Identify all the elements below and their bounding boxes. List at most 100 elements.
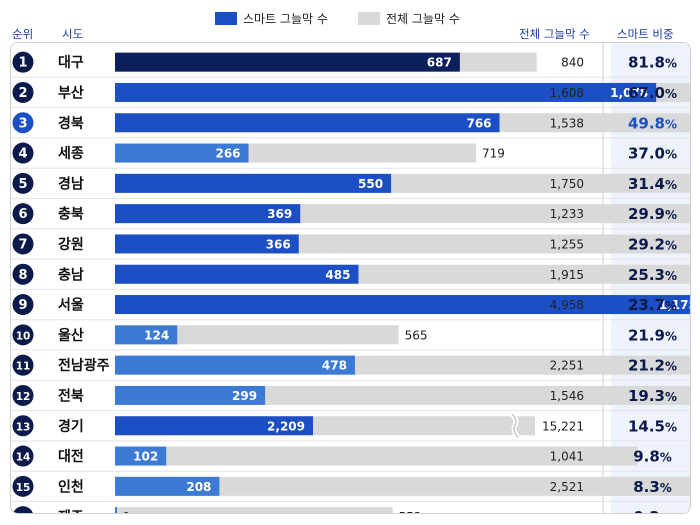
ratio-value: 25.3 [628, 266, 665, 284]
rank-label: 2 [18, 86, 27, 101]
smart-bar [115, 234, 299, 254]
smart-bar [115, 264, 359, 284]
rank-badge [12, 81, 34, 103]
total-bar [115, 507, 393, 513]
ratio-label: 49.8% [628, 114, 677, 132]
smart-value-label: 1,175 [659, 298, 690, 312]
smart-bar [115, 416, 313, 436]
total-value-label: 1,041 [550, 450, 584, 464]
rank-label: 4 [18, 147, 27, 162]
ratio-value: 31.4 [628, 175, 665, 193]
ratio-label: 37.0% [628, 145, 677, 163]
legend-label-total: 전체 그늘막 수 [386, 11, 460, 26]
total-value-label: 719 [482, 147, 505, 161]
region-label: 경남 [58, 175, 84, 192]
ratio-value: 29.2 [628, 235, 665, 253]
ratio-value: 21.2 [628, 357, 665, 375]
smart-value-label: 266 [215, 147, 240, 161]
smart-value-label: 366 [266, 237, 291, 251]
region-label: 부산 [58, 84, 84, 101]
ratio-label: 14.5% [628, 417, 677, 435]
rank-label: 1 [18, 56, 27, 71]
ratio-value: 23.7 [628, 296, 665, 314]
smart-value-label: 369 [267, 207, 292, 221]
ratio-value: 0.2 [633, 508, 660, 513]
region-label: 경북 [58, 115, 84, 132]
ratio-unit: % [665, 208, 677, 222]
legend-swatch-total [358, 11, 380, 25]
ratio-value: 21.9 [628, 326, 665, 344]
ratio-value: 37.0 [628, 145, 665, 163]
rank-badge [12, 112, 34, 134]
ratio-value: 14.5 [628, 417, 665, 435]
ratio-unit: % [665, 360, 677, 374]
region-label: 전북 [58, 387, 84, 404]
total-value-label: 15,221 [542, 419, 584, 433]
rank-badge [12, 233, 34, 255]
smart-value-label: 485 [325, 268, 350, 282]
region-label: 대전 [58, 448, 84, 465]
rank-label: 12 [16, 391, 31, 403]
rank-label: 5 [18, 177, 27, 192]
ratio-unit: % [665, 299, 677, 313]
total-value-label: 840 [561, 56, 584, 70]
legend: 스마트 그늘막 수 전체 그늘막 수 [0, 8, 700, 28]
smart-value-label: 478 [322, 359, 347, 373]
rank-label: 7 [18, 237, 27, 252]
region-label: 강원 [58, 236, 84, 253]
region-label: 울산 [58, 327, 84, 344]
region-label: 제주 [58, 510, 84, 513]
total-value-label: 1,255 [550, 237, 584, 251]
header-rank: 순위 [12, 27, 34, 41]
ratio-unit: % [665, 87, 677, 101]
total-value-label: 553 [399, 510, 422, 513]
ratio-unit: % [660, 511, 672, 513]
ratio-unit: % [665, 329, 677, 343]
total-bar [115, 476, 690, 496]
region-label: 인천 [58, 478, 84, 495]
ratio-unit: % [665, 117, 677, 131]
region-label: 경기 [58, 418, 84, 435]
smart-value-label: 102 [133, 450, 158, 464]
total-value-label: 1,608 [550, 86, 584, 100]
region-label: 세종 [58, 146, 84, 162]
total-value-label: 1,915 [550, 268, 584, 282]
rank-badge [12, 203, 34, 225]
legend-label-smart: 스마트 그늘막 수 [243, 11, 328, 26]
ratio-label: 23.7% [628, 296, 677, 314]
smart-bar [115, 173, 392, 193]
smart-value-label: 2,209 [267, 419, 305, 433]
legend-swatch-smart [215, 11, 237, 25]
ratio-value: 67.0 [628, 84, 665, 102]
ratio-label: 0.2% [633, 508, 672, 513]
rank-badge [12, 172, 34, 194]
header-region: 시도 [62, 27, 84, 41]
smart-bar [115, 325, 178, 345]
region-label: 충남 [58, 266, 84, 283]
ratio-unit: % [665, 238, 677, 252]
ratio-label: 67.0% [628, 84, 677, 102]
region-label: 대구 [58, 55, 84, 71]
smart-bar [115, 295, 690, 315]
total-value-label: 1,546 [550, 389, 584, 403]
total-value-label: 2,521 [550, 480, 584, 494]
rank-badge [12, 324, 34, 346]
total-value-label: 1,538 [550, 116, 584, 130]
total-bar [115, 446, 638, 466]
smart-value-label: 766 [466, 116, 491, 130]
ratio-value: 9.8 [633, 448, 660, 466]
total-value-label: 1,233 [550, 207, 584, 221]
ratio-unit: % [660, 451, 672, 465]
rank-label: 16 [16, 512, 31, 513]
rank-badge [12, 263, 34, 285]
rank-label: 6 [18, 207, 27, 222]
ratio-label: 29.2% [628, 235, 677, 253]
ratio-label: 25.3% [628, 266, 677, 284]
rank-label: 8 [18, 268, 27, 283]
total-value-label: 4,958 [550, 298, 584, 312]
smart-bar [115, 82, 657, 102]
smart-bar [115, 507, 117, 513]
ratio-unit: % [665, 420, 677, 434]
smart-value-label: 687 [427, 56, 452, 70]
